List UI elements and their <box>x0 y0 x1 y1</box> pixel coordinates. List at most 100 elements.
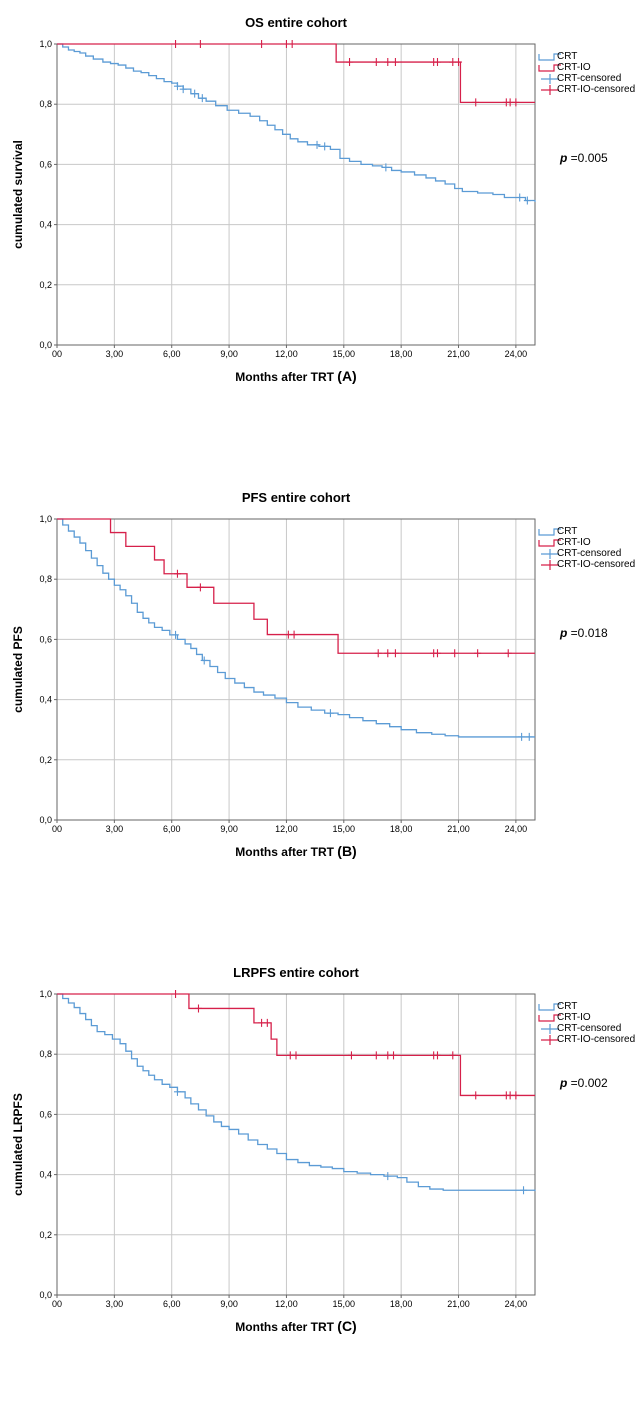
legend-entry: CRT-censored <box>557 1023 621 1034</box>
y-tick-label: 0,4 <box>39 695 52 705</box>
series-line-crt-io <box>57 518 535 654</box>
legend-entry: CRT <box>557 51 577 62</box>
censor-mark-crt-io <box>372 1051 380 1060</box>
legend-swatch-censor <box>541 549 559 559</box>
x-tick-label: 9,00 <box>220 349 238 359</box>
censor-mark-crt <box>525 732 533 741</box>
x-tick-label: 3,00 <box>106 349 124 359</box>
chart-panel-2: PFS entire cohort 00 3,00 6,00 9,00 12,00 15,0… <box>11 490 635 859</box>
legend-swatch-censor <box>541 85 559 95</box>
y-tick-label: 1,0 <box>39 39 52 49</box>
x-tick-label: 00 <box>52 349 62 359</box>
series-line-crt <box>57 518 535 738</box>
y-tick-label: 0,0 <box>39 340 52 350</box>
censor-mark-crt <box>326 709 334 718</box>
x-axis-label: Months after TRT (A) <box>235 368 356 384</box>
y-tick-label: 1,0 <box>39 514 52 524</box>
x-tick-label: 18,00 <box>390 349 413 359</box>
x-tick-label: 18,00 <box>390 1299 413 1309</box>
series-line-crt <box>57 43 536 203</box>
chart-title: PFS entire cohort <box>242 490 351 505</box>
x-tick-label: 24,00 <box>505 824 528 834</box>
legend-swatch <box>538 53 561 61</box>
p-value-label: p =0.018 <box>559 626 608 640</box>
censor-mark-crt-io <box>172 990 180 998</box>
censor-mark-crt-io <box>474 649 482 658</box>
x-axis-label: Months after TRT (C) <box>235 1318 356 1334</box>
legend-entry: CRT-IO <box>557 62 591 73</box>
censor-mark-crt-io <box>172 40 180 48</box>
legend-entry: CRT-IO-censored <box>557 1034 635 1045</box>
x-axis-label: Months after TRT (B) <box>235 843 356 859</box>
censor-mark-crt-io <box>347 1051 355 1060</box>
censor-mark-crt-io <box>258 40 266 48</box>
y-axis-label: cumulated PFS <box>11 626 25 713</box>
x-tick-label: 12,00 <box>275 349 298 359</box>
legend-entry: CRT-censored <box>557 548 621 559</box>
censor-mark-crt <box>172 630 180 639</box>
x-tick-label: 00 <box>52 1299 62 1309</box>
x-tick-label: 6,00 <box>163 1299 181 1309</box>
censor-mark-crt <box>173 82 181 91</box>
legend-swatch <box>538 64 561 72</box>
legend-swatch <box>538 1014 561 1022</box>
legend-swatch <box>538 539 561 547</box>
x-tick-label: 9,00 <box>220 1299 238 1309</box>
x-tick-label: 24,00 <box>505 1299 528 1309</box>
plot-frame <box>56 518 536 821</box>
censor-mark-crt <box>516 193 524 202</box>
censor-mark-crt <box>191 89 199 98</box>
y-tick-label: 0,2 <box>39 1230 52 1240</box>
censor-mark-crt-io <box>173 569 181 578</box>
censor-mark-crt-io <box>372 58 380 67</box>
y-tick-label: 0,8 <box>39 1049 52 1059</box>
x-tick-label: 15,00 <box>333 349 356 359</box>
censor-mark-crt-io <box>449 1051 457 1060</box>
censor-mark-crt-io <box>196 40 204 48</box>
legend-entry: CRT-censored <box>557 73 621 84</box>
y-tick-label: 0,4 <box>39 220 52 230</box>
censor-mark-crt-io <box>512 98 520 107</box>
censor-mark-crt-io <box>433 58 441 67</box>
plot-frame <box>56 993 536 1296</box>
x-tick-label: 3,00 <box>106 1299 124 1309</box>
legend-swatch-censor <box>541 560 559 570</box>
x-tick-label: 6,00 <box>163 349 181 359</box>
y-tick-label: 0,0 <box>39 1290 52 1300</box>
x-tick-label: 3,00 <box>106 824 124 834</box>
legend-entry: CRT <box>557 1001 577 1012</box>
y-axis-label: cumulated LRPFS <box>11 1093 25 1196</box>
series-line-crt-io <box>57 993 535 1097</box>
censor-mark-crt-io <box>472 1091 480 1100</box>
y-tick-label: 0,4 <box>39 1170 52 1180</box>
censor-mark-crt-io <box>384 58 392 67</box>
censor-mark-crt-io <box>288 40 296 48</box>
legend-swatch <box>538 1003 561 1011</box>
y-tick-label: 0,8 <box>39 574 52 584</box>
x-tick-label: 00 <box>52 824 62 834</box>
censor-mark-crt-io <box>292 1051 300 1060</box>
censor-mark-crt-io <box>391 649 399 658</box>
x-tick-label: 21,00 <box>447 349 470 359</box>
legend-swatch <box>538 528 561 536</box>
censor-mark-crt-io <box>472 98 480 107</box>
censor-mark-crt <box>518 732 526 741</box>
chart-title: LRPFS entire cohort <box>233 965 359 980</box>
x-tick-label: 24,00 <box>505 349 528 359</box>
legend-entry: CRT-IO-censored <box>557 84 635 95</box>
censor-mark-crt <box>321 142 329 151</box>
censor-mark-crt-io <box>374 649 382 658</box>
chart-title: OS entire cohort <box>245 15 348 30</box>
x-tick-label: 12,00 <box>275 824 298 834</box>
y-tick-label: 0,6 <box>39 634 52 644</box>
censor-mark-crt-io <box>384 649 392 658</box>
y-tick-label: 0,2 <box>39 755 52 765</box>
chart-panel-3: LRPFS entire cohort 00 3,00 6,00 9,00 12,00 15… <box>11 965 635 1334</box>
censor-mark-crt-io <box>194 1004 202 1013</box>
censor-mark-crt <box>384 1172 392 1181</box>
censor-mark-crt <box>200 656 208 665</box>
series-line-crt <box>57 993 536 1192</box>
x-tick-label: 21,00 <box>447 824 470 834</box>
x-tick-label: 21,00 <box>447 1299 470 1309</box>
